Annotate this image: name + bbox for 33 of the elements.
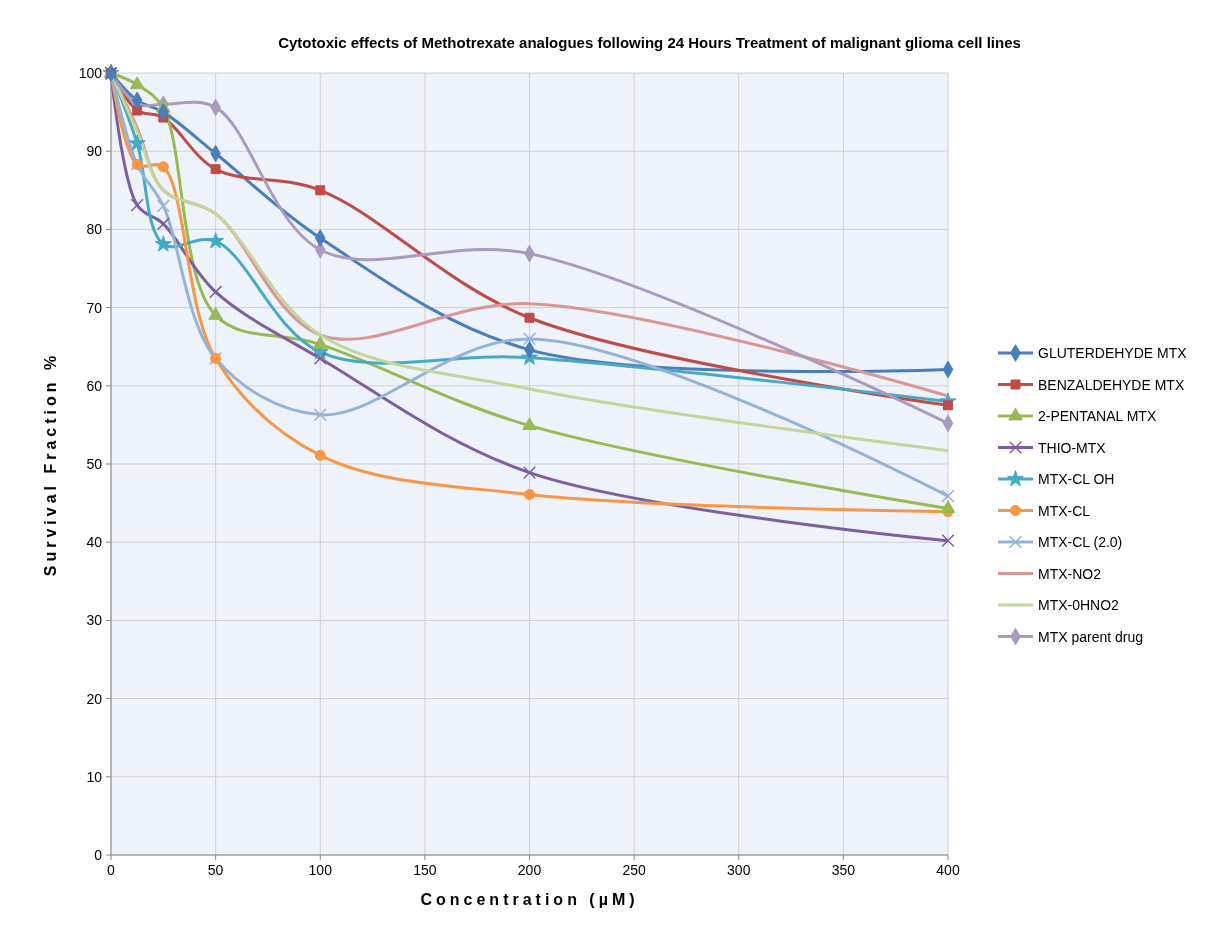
chart-title: Cytotoxic effects of Methotrexate analogues following 24 Hours Treatment of malignant glioma cell lines xyxy=(278,34,1021,51)
x-tick-label: 400 xyxy=(936,862,960,878)
y-tick-label: 10 xyxy=(86,768,103,785)
y-tick-label: 90 xyxy=(86,143,103,160)
legend-label: MTX-NO2 xyxy=(1038,565,1102,582)
legend-label: 2-PENTANAL MTX xyxy=(1038,408,1157,424)
legend-label: MTX-CL xyxy=(1038,502,1091,519)
y-tick-label: 60 xyxy=(86,377,103,394)
legend-label: MTX-0HNO2 xyxy=(1038,597,1120,613)
y-tick-label: 30 xyxy=(86,612,103,629)
legend-label: GLUTERDEHYDE MTX xyxy=(1038,345,1188,361)
y-tick-label: 50 xyxy=(86,456,103,472)
y-tick-label: 20 xyxy=(86,690,103,707)
y-tick-label: 0 xyxy=(94,847,103,863)
y-tick-label: 40 xyxy=(86,534,103,551)
y-axis-title: Survival Fraction % xyxy=(42,351,59,577)
x-tick-label: 250 xyxy=(622,862,647,878)
legend-label: MTX parent drug xyxy=(1038,628,1144,645)
y-tick-label: 80 xyxy=(86,221,103,238)
x-tick-label: 200 xyxy=(517,862,542,878)
x-tick-label: 350 xyxy=(831,862,856,878)
legend-label: BENZALDEHYDE MTX xyxy=(1038,376,1185,393)
legend-label: MTX-CL (2.0) xyxy=(1038,534,1123,550)
y-tick-label: 70 xyxy=(86,299,103,316)
x-tick-label: 150 xyxy=(413,862,437,878)
x-tick-label: 100 xyxy=(308,862,333,878)
x-axis-title: Concentration (µM) xyxy=(420,891,639,908)
x-tick-label: 300 xyxy=(727,862,751,878)
y-tick-label: 100 xyxy=(78,65,103,81)
legend-label: MTX-CL OH xyxy=(1038,471,1115,487)
x-tick-label: 50 xyxy=(207,862,224,878)
legend-label: THIO-MTX xyxy=(1038,439,1107,456)
x-tick-label: 0 xyxy=(107,862,116,878)
